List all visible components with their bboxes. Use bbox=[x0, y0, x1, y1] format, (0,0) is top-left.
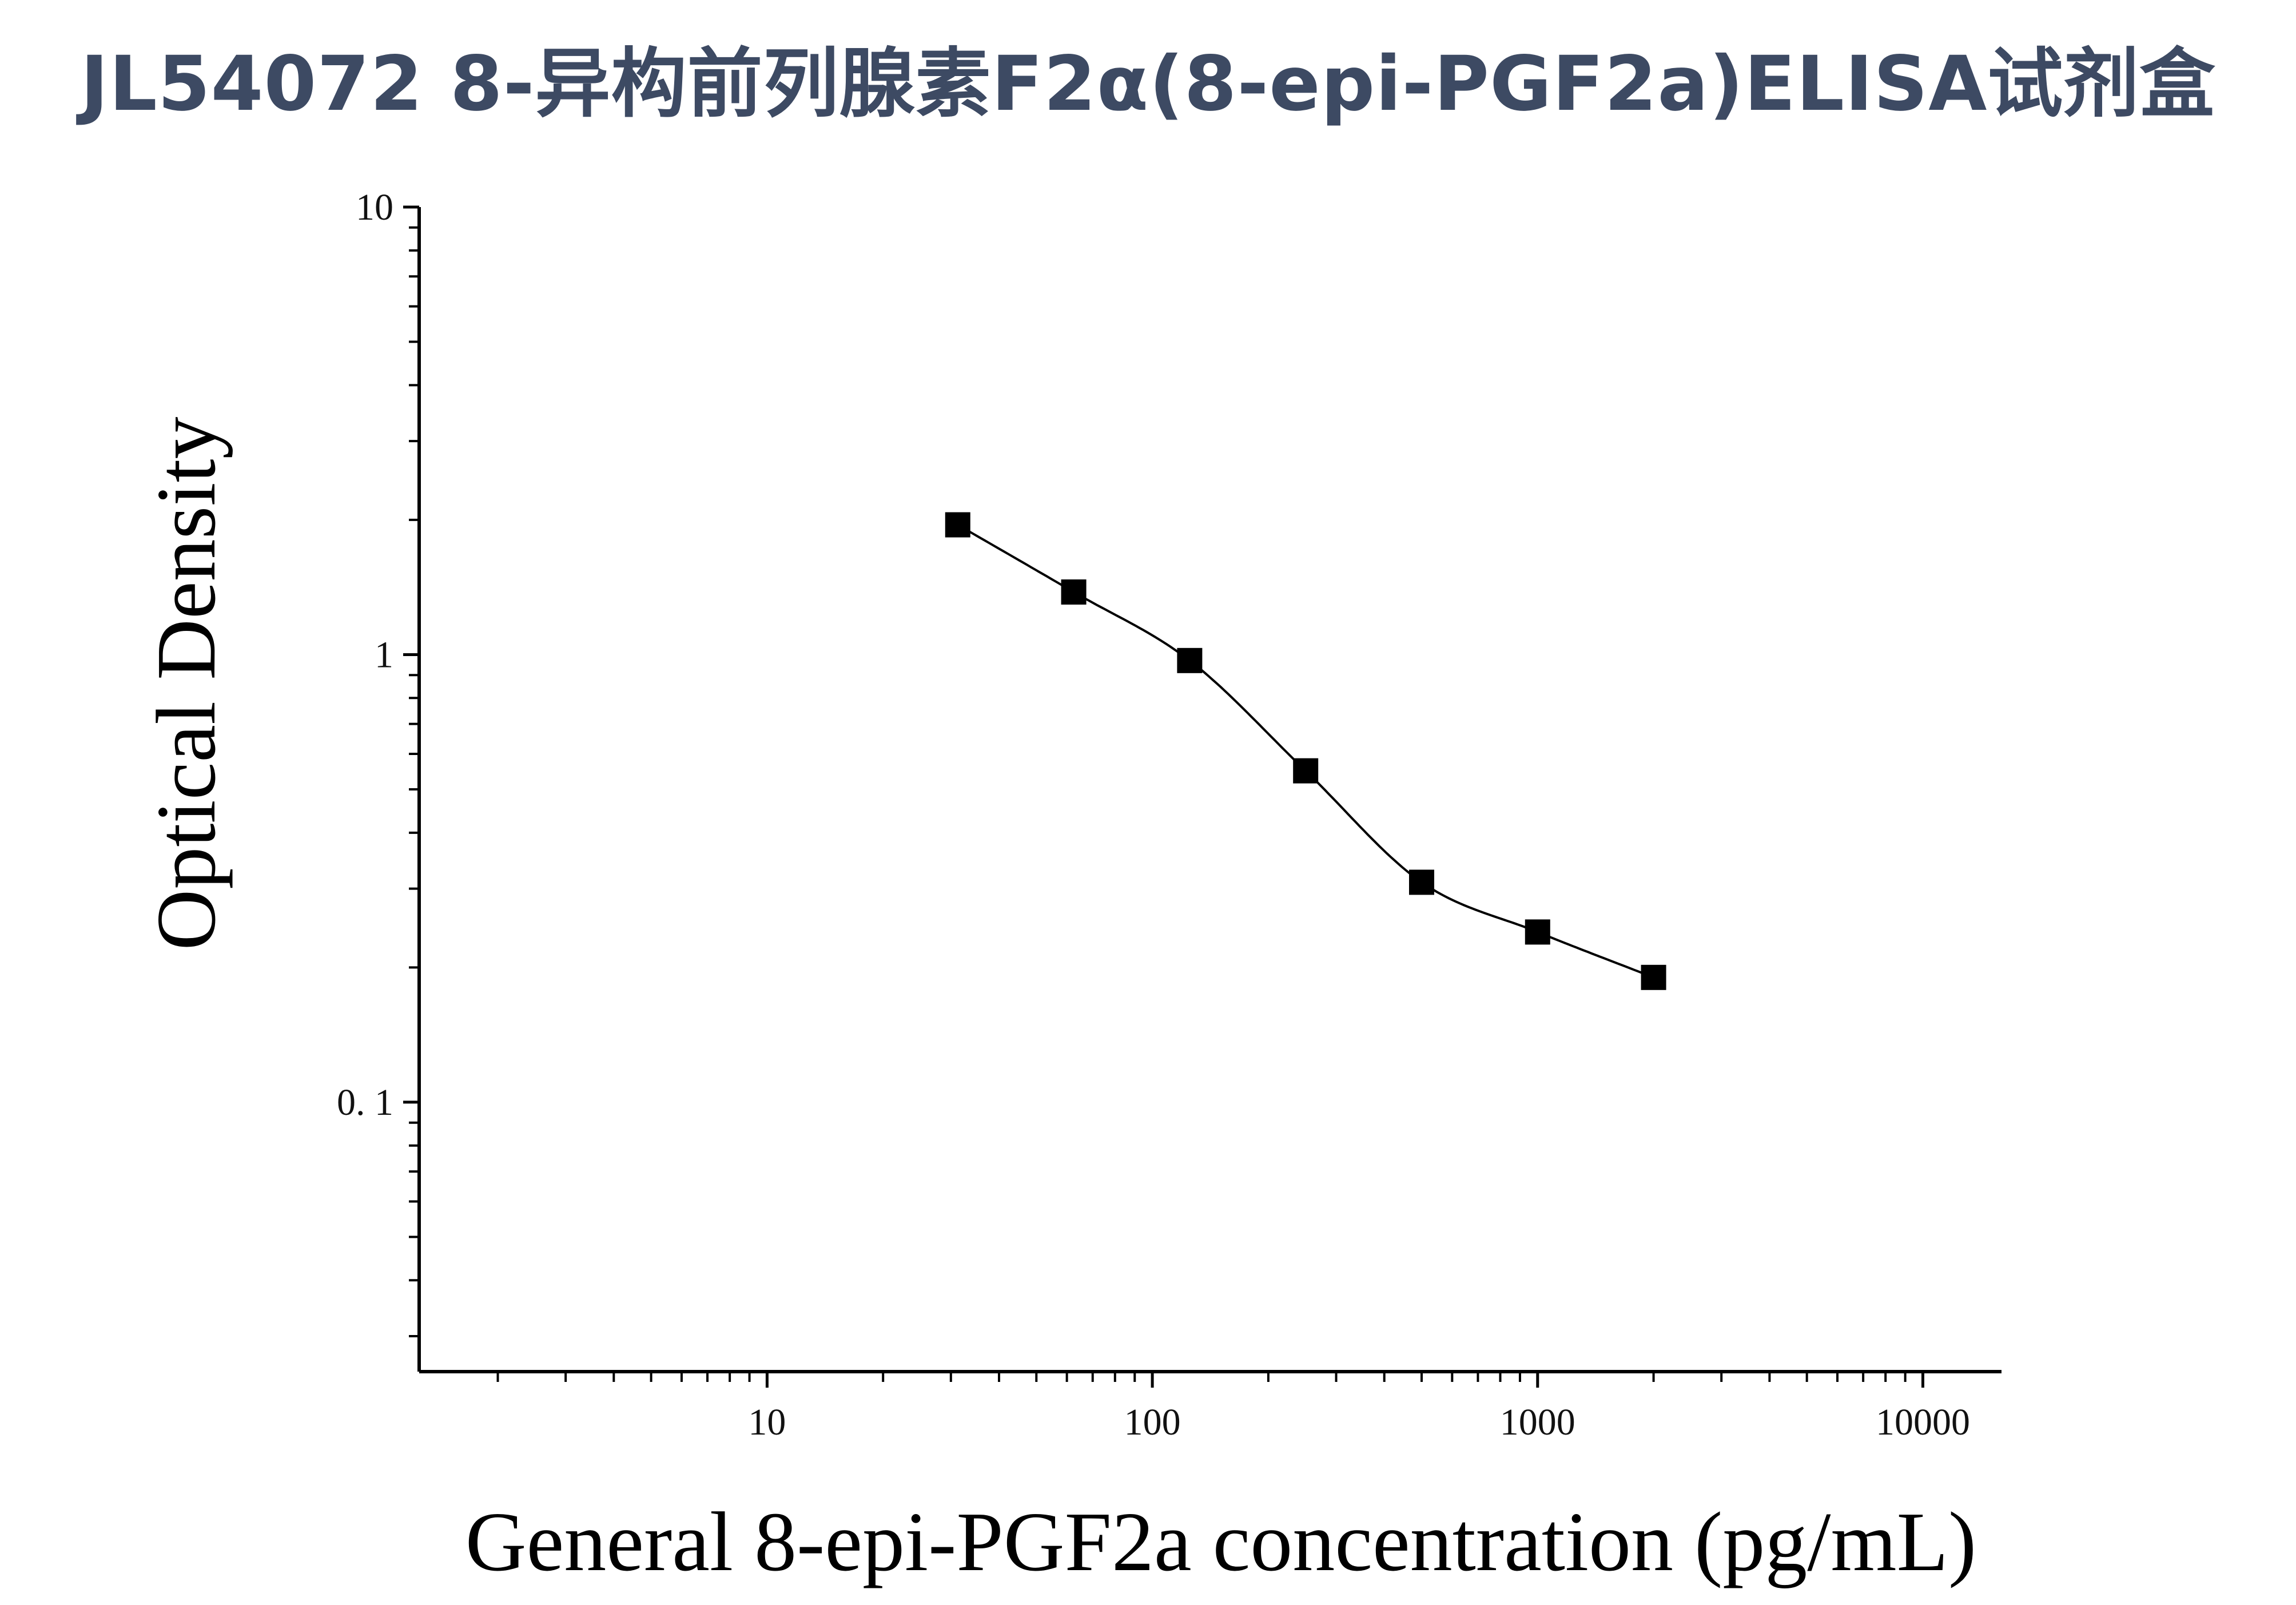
x-axis-label: General 8-epi-PGF2a concentration (pg/mL… bbox=[465, 1495, 1977, 1589]
data-point bbox=[1408, 869, 1434, 895]
y-tick-label: 1 bbox=[375, 634, 393, 676]
x-tick-label: 1000 bbox=[1500, 1401, 1575, 1443]
y-axis-label: Optical Density bbox=[140, 416, 233, 950]
ticks bbox=[403, 205, 1924, 1388]
data-point bbox=[1525, 919, 1550, 945]
axes bbox=[417, 207, 2001, 1373]
data-point bbox=[1641, 964, 1666, 990]
tick-labels: 10 100 1000 10000 10 1 0. 1 bbox=[337, 186, 1970, 1443]
data-point bbox=[1061, 579, 1087, 605]
y-tick-label: 0. 1 bbox=[337, 1082, 393, 1123]
data-point bbox=[1177, 647, 1203, 673]
chart-title: JL54072 8-异构前列腺素F2α(8-epi-PGF2a)ELISA试剂盒 bbox=[80, 40, 2216, 128]
data-point bbox=[945, 512, 970, 538]
x-tick-label: 10 bbox=[748, 1401, 786, 1443]
data-points bbox=[945, 512, 1666, 990]
x-tick-label: 10000 bbox=[1876, 1401, 1970, 1443]
y-tick-label: 10 bbox=[356, 186, 393, 228]
data-point bbox=[1293, 758, 1319, 784]
x-tick-label: 100 bbox=[1124, 1401, 1181, 1443]
